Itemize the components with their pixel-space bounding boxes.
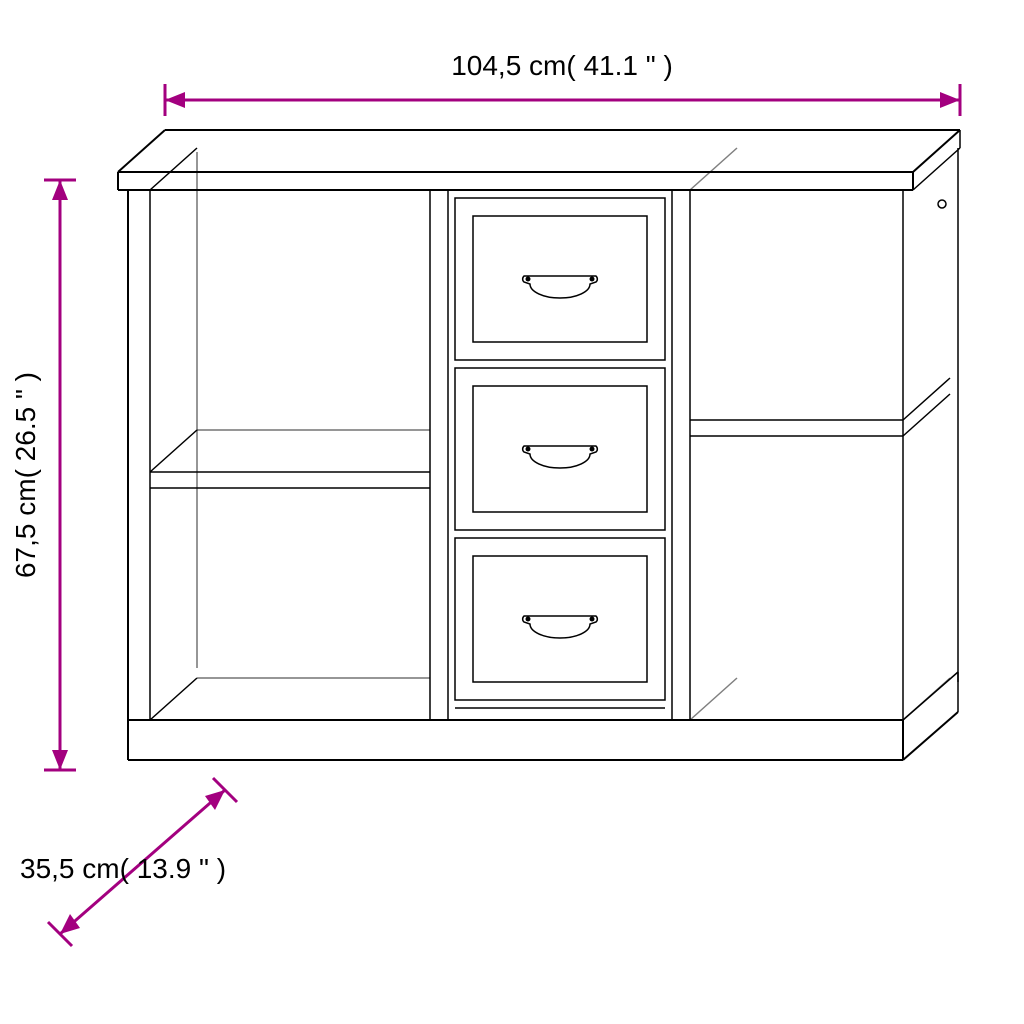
drawer-2 [455,368,665,530]
cabinet-drawing [118,130,960,760]
furniture-dimension-diagram: 104,5 cm( 41.1 " ) 67,5 cm( 26.5 " ) 35,… [0,0,1024,1024]
dimension-width: 104,5 cm( 41.1 " ) [165,50,960,116]
dimension-height: 67,5 cm( 26.5 " ) [10,180,76,770]
drawer-3 [455,538,665,700]
dimension-depth: 35,5 cm( 13.9 " ) [20,778,237,946]
dimension-height-label: 67,5 cm( 26.5 " ) [10,372,41,578]
dimension-width-label: 104,5 cm( 41.1 " ) [451,50,673,81]
drawer-1 [455,198,665,360]
dimension-depth-label: 35,5 cm( 13.9 " ) [20,853,226,884]
